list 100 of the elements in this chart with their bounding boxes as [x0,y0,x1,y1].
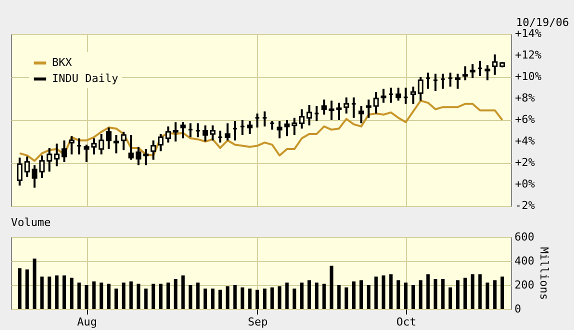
bar [129,281,133,309]
bar [210,288,214,309]
y-tick-label: +12% [515,48,542,62]
bar [330,266,334,309]
candlestick [306,104,312,126]
bar [478,274,482,309]
candlestick [224,122,230,142]
y-tick-label: 600 [514,230,534,244]
candlestick [492,53,498,76]
bar [100,282,104,309]
bar [204,288,208,309]
bar [382,275,386,309]
bar [448,287,452,309]
candlestick [410,86,416,105]
candlestick [366,98,372,119]
bar [278,286,282,309]
bar [441,279,445,309]
candlestick [484,64,490,82]
bar [77,282,81,309]
y-tick-label: -2% [515,199,536,212]
bar [166,282,170,309]
x-tick-label: Aug [77,316,97,328]
bar [493,280,497,309]
bar [218,290,222,309]
candlestick [247,120,253,135]
bar [418,280,422,309]
bar [292,288,296,309]
bar [359,280,363,309]
candlestick [68,135,74,156]
y-tick-label: 0 [514,302,522,316]
bar [240,287,244,309]
bar [70,278,74,309]
bar [174,279,178,309]
bar [122,282,126,309]
candlestick [344,96,350,115]
candlestick [62,139,68,163]
candlestick [396,86,402,102]
bar [389,274,393,309]
candlestick [470,63,476,80]
bar [374,276,378,309]
y-tick-label: 200 [514,278,534,292]
x-tick-label: Sep [248,316,268,328]
bar [270,287,274,309]
bar [226,286,230,309]
candlestick [165,125,171,144]
bar [322,284,326,309]
candlestick [24,156,30,178]
candlestick [120,130,126,152]
bar [463,278,467,309]
bar [411,285,415,309]
candlestick [128,134,134,161]
bar [196,282,200,309]
bar [396,280,400,309]
bar [32,258,36,309]
bar [344,287,348,309]
chart-title: Volume [11,216,51,229]
bar [48,276,52,309]
y-tick-label: +14% [515,27,542,40]
candlestick [276,120,282,140]
candlestick [299,108,305,130]
candlestick [454,72,460,90]
legend-label: BKX [52,56,72,69]
candlestick [158,132,164,152]
candlestick [210,124,216,142]
candlestick [16,156,22,187]
line-series [18,100,504,162]
x-tick-label: Oct [396,316,416,328]
candlestick [418,76,424,102]
y-tick-label: +6% [515,113,536,126]
bar [486,282,490,309]
text: 10/19/06 [516,16,569,29]
candlestick [98,132,104,156]
candlestick [54,142,60,168]
y-tick-label: +2% [515,156,536,169]
bar [308,280,312,309]
y-axis-title: Millions [537,247,550,300]
y-tick-label: +8% [515,92,536,104]
candlestick [292,116,298,136]
bar [144,288,148,309]
candlestick [373,91,379,115]
candlestick [172,121,178,142]
bar [55,275,59,309]
candlestick [202,124,208,142]
bar [300,282,304,309]
bar [107,284,111,309]
bar [114,288,118,309]
bar [136,284,140,309]
candlestick [462,65,468,82]
bar [18,268,22,309]
bar [159,284,163,309]
candlestick [46,146,52,173]
y-tick-label: +0% [515,178,536,190]
candlestick [321,98,327,116]
bar [352,281,356,309]
y-tick-label: +10% [515,70,542,83]
bar [456,280,460,309]
bar [181,275,185,309]
candlestick [150,139,156,161]
candlestick [284,119,290,138]
bar [25,269,29,309]
